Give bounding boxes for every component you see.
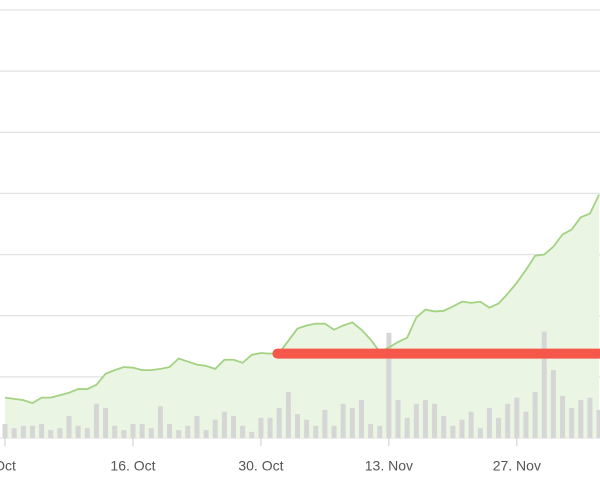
volume-bar bbox=[139, 423, 145, 438]
volume-bar bbox=[176, 430, 182, 438]
volume-bar bbox=[57, 428, 63, 438]
x-tick-label: 13. Nov bbox=[365, 458, 413, 474]
volume-bar bbox=[2, 423, 8, 438]
volume-bar bbox=[148, 428, 154, 438]
area bbox=[5, 194, 600, 438]
volume-bar bbox=[66, 415, 72, 438]
volume-bar bbox=[285, 392, 291, 438]
volume-bar bbox=[386, 332, 392, 438]
volume-bar bbox=[340, 403, 346, 438]
volume-bar bbox=[358, 400, 364, 438]
volume-bar bbox=[231, 415, 237, 438]
x-tick-label: 27. Nov bbox=[493, 458, 541, 474]
x-tick-label: 30. Oct bbox=[238, 458, 283, 474]
volume-bar bbox=[84, 428, 90, 438]
volume-bar bbox=[185, 425, 191, 438]
volume-bar bbox=[331, 425, 337, 438]
volume-bar bbox=[514, 397, 520, 438]
volume-bar bbox=[167, 423, 173, 438]
volume-bar bbox=[322, 409, 328, 438]
volume-bar bbox=[294, 414, 300, 438]
x-tick-label: Oct bbox=[0, 458, 16, 474]
volume-bar bbox=[541, 331, 547, 438]
volume-bar bbox=[486, 408, 492, 438]
volume-bar bbox=[313, 425, 319, 438]
volume-bar bbox=[413, 403, 419, 438]
volume-bar bbox=[240, 425, 246, 438]
volume-bar bbox=[596, 409, 600, 438]
volume-bar bbox=[432, 403, 438, 438]
volume-bar bbox=[532, 392, 538, 438]
volume-bar bbox=[578, 400, 584, 438]
volume-bar bbox=[450, 425, 456, 438]
x-tick-label: 16. Oct bbox=[110, 458, 155, 474]
volume-bar bbox=[249, 431, 255, 438]
volume-bar bbox=[130, 423, 136, 438]
volume-bar bbox=[468, 411, 474, 438]
volume-bar bbox=[112, 425, 118, 438]
volume-bar bbox=[569, 408, 575, 438]
volume-bar bbox=[395, 400, 401, 438]
volume-bar bbox=[368, 423, 374, 438]
volume-bar bbox=[459, 419, 465, 438]
line bbox=[4, 194, 600, 405]
volume-bar bbox=[39, 423, 45, 438]
volume-bar bbox=[441, 415, 447, 438]
volume-bar bbox=[212, 419, 218, 438]
volume-bar bbox=[103, 408, 109, 438]
volume-bar bbox=[404, 417, 410, 438]
volume-bar bbox=[560, 395, 566, 438]
volume-bar bbox=[121, 430, 127, 438]
volume-bar bbox=[267, 417, 273, 438]
volume-bar bbox=[75, 425, 81, 438]
volume-bar bbox=[194, 415, 200, 438]
volume-bar bbox=[48, 430, 54, 438]
volume-bar bbox=[505, 403, 511, 438]
volume-bar bbox=[304, 419, 310, 438]
volume-bar bbox=[258, 417, 264, 438]
volume-bar bbox=[477, 428, 483, 438]
volume-bar bbox=[20, 425, 26, 438]
volume-bar bbox=[157, 406, 163, 438]
volume-bar bbox=[496, 417, 502, 438]
volume-bar bbox=[276, 408, 282, 438]
volume-bar bbox=[221, 411, 227, 438]
volume-bar bbox=[349, 408, 355, 438]
volume-bar bbox=[29, 425, 35, 438]
volume-bar bbox=[523, 411, 529, 438]
volume-bar bbox=[422, 400, 428, 438]
volume-bar bbox=[550, 370, 556, 438]
volume-bar bbox=[377, 425, 383, 438]
volume-bar bbox=[203, 430, 209, 438]
volume-bar bbox=[587, 397, 593, 438]
volume-bar bbox=[11, 428, 17, 438]
volume-bar bbox=[93, 403, 99, 438]
